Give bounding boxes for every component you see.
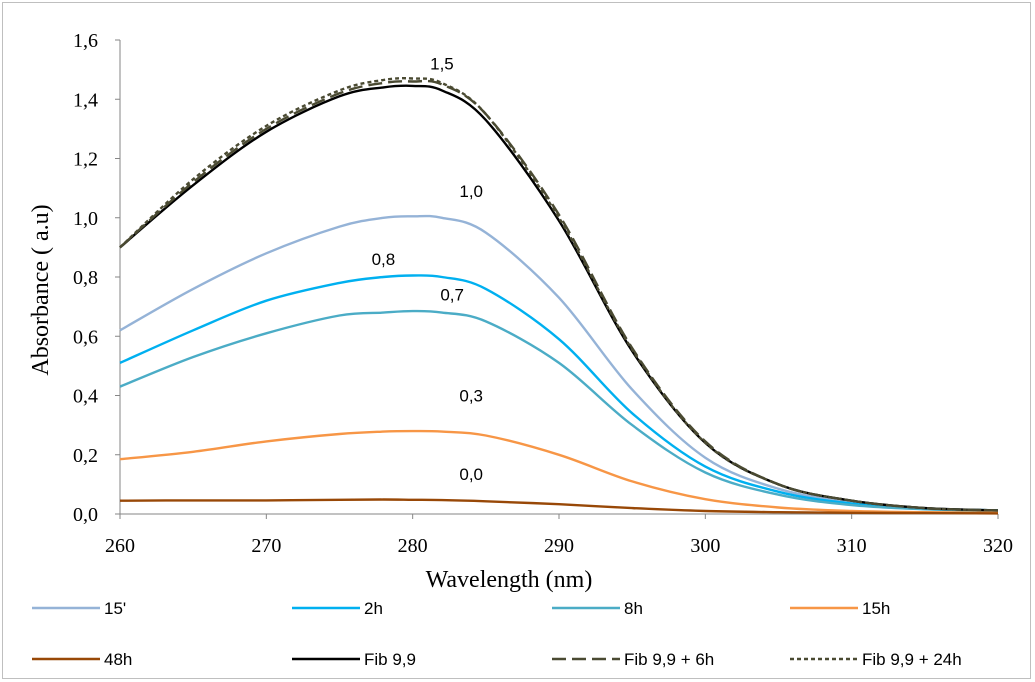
data-label: 0,0 xyxy=(459,465,483,484)
y-tick-label: 0,2 xyxy=(73,445,98,467)
data-label: 0,7 xyxy=(440,286,464,305)
data-label: 1,5 xyxy=(430,55,454,74)
legend-label: 15' xyxy=(104,599,126,618)
y-tick-label: 0,4 xyxy=(73,386,98,408)
x-tick-label: 270 xyxy=(251,535,281,557)
legend-label: 2h xyxy=(364,599,383,618)
x-tick-label: 280 xyxy=(398,535,428,557)
legend-label: 48h xyxy=(104,650,132,669)
series-line-7 xyxy=(119,79,999,512)
y-tick-label: 1,2 xyxy=(73,149,98,171)
data-label: 1,0 xyxy=(459,182,483,201)
x-tick-label: 300 xyxy=(690,535,720,557)
x-tick-label: 320 xyxy=(983,535,1013,557)
y-tick-label: 1,4 xyxy=(73,89,98,111)
series-line-1 xyxy=(119,214,999,512)
series-line-4 xyxy=(119,429,999,514)
x-axis-ticks: 260 270 280 290 300 310 320 xyxy=(105,514,1013,557)
y-tick-label: 1,6 xyxy=(73,30,98,52)
y-tick-label: 0,0 xyxy=(73,504,98,526)
legend-label: 8h xyxy=(624,599,643,618)
legend-label: Fib 9,9 + 24h xyxy=(862,650,962,669)
y-axis-ticks: 0,0 0,2 0,4 0,6 0,8 1,0 1,2 1,4 1,6 xyxy=(73,30,120,526)
data-label: 0,3 xyxy=(459,386,483,405)
series-lines xyxy=(119,77,999,515)
series-line-8 xyxy=(119,77,999,512)
y-tick-label: 0,6 xyxy=(73,326,98,348)
y-tick-label: 1,0 xyxy=(73,208,98,230)
y-axis-title: Absorbance ( a.u) xyxy=(28,204,54,375)
legend-label: Fib 9,9 xyxy=(364,650,416,669)
x-axis-title: Wavelength (nm) xyxy=(426,567,593,593)
series-line-2 xyxy=(119,274,999,512)
series-line-5 xyxy=(119,498,999,515)
x-tick-label: 310 xyxy=(837,535,867,557)
series-line-3 xyxy=(119,309,999,513)
legend-label: Fib 9,9 + 6h xyxy=(624,650,714,669)
legend-label: 15h xyxy=(862,599,890,618)
x-tick-label: 260 xyxy=(105,535,135,557)
legend: 15' 2h 8h 15h 48h Fib 9,9 Fib 9,9 + 6h Fib 9,9 … xyxy=(32,599,962,669)
y-tick-label: 0,8 xyxy=(73,267,98,289)
x-tick-label: 290 xyxy=(544,535,574,557)
data-label: 0,8 xyxy=(372,250,396,269)
data-labels: 1,5 1,0 0,8 0,7 0,3 0,0 xyxy=(372,55,483,484)
